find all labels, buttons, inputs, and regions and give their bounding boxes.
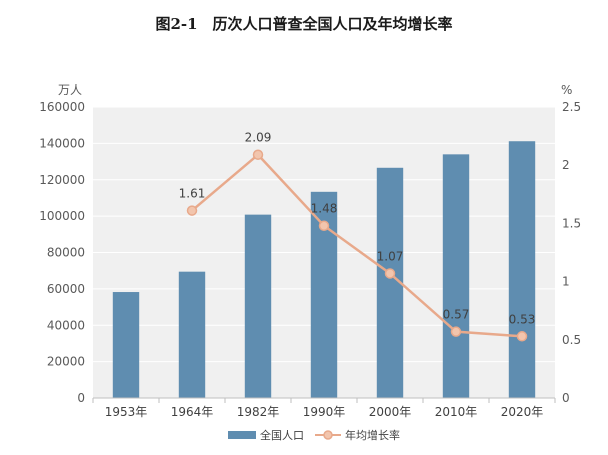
left-tick-label: 120000	[39, 173, 85, 187]
right-axis: 0 0.5 1 1.5 2 2.5	[562, 100, 581, 405]
legend-bar-swatch	[228, 431, 256, 439]
right-tick-label: 2	[562, 158, 570, 172]
line-point	[318, 220, 330, 231]
category-label: 2010年	[435, 405, 478, 419]
population-bars	[112, 141, 536, 398]
left-axis: 0 20000 40000 60000 80000 100000 120000 140000 1…	[39, 100, 85, 405]
line-point	[450, 326, 462, 337]
right-tick-label: 2.5	[562, 100, 581, 114]
left-tick-label: 60000	[47, 282, 85, 296]
bar	[112, 292, 140, 398]
category-label: 2000年	[369, 405, 412, 419]
right-tick-label: 0	[562, 391, 570, 405]
left-tick-label: 0	[77, 391, 85, 405]
line-point	[252, 149, 264, 160]
data-label: 0.53	[509, 312, 536, 326]
left-tick-label: 140000	[39, 136, 85, 150]
category-label: 1990年	[303, 405, 346, 419]
legend-label-growth: 年均增长率	[345, 428, 400, 442]
growth-rate-polyline	[191, 152, 523, 338]
data-label: 1.48	[311, 202, 338, 216]
category-label: 1982年	[237, 405, 280, 419]
category-label: 1953年	[105, 405, 148, 419]
right-tick-label: 0.5	[562, 333, 581, 347]
right-axis-unit: %	[561, 83, 572, 97]
left-tick-label: 160000	[39, 100, 85, 114]
bar	[442, 154, 470, 398]
category-label: 2020年	[501, 405, 544, 419]
left-tick-label: 100000	[39, 209, 85, 223]
right-tick-label: 1.5	[562, 216, 581, 230]
data-label: 0.57	[443, 308, 470, 322]
legend-line-marker	[323, 430, 333, 440]
left-axis-unit: 万人	[58, 83, 82, 97]
line-point	[516, 331, 528, 342]
data-label: 1.61	[179, 187, 206, 201]
line-point	[186, 205, 198, 216]
data-label: 1.07	[377, 249, 404, 263]
bar	[178, 271, 206, 398]
right-tick-label: 1	[562, 275, 570, 289]
left-tick-label: 80000	[47, 246, 85, 260]
category-label: 1964年	[171, 405, 214, 419]
data-label: 2.09	[245, 131, 272, 145]
growth-rate-line: 1.61 2.09 1.48 1.07 0.57 0.53	[179, 131, 536, 342]
legend: 全国人口 年均增长率	[228, 428, 400, 442]
line-point	[384, 268, 396, 279]
left-tick-label: 40000	[47, 318, 85, 332]
bar	[508, 141, 536, 398]
chart-title: 图2-1 历次人口普查全国人口及年均增长率	[155, 15, 452, 33]
legend-label-population: 全国人口	[260, 428, 304, 442]
bar	[244, 214, 272, 398]
left-tick-label: 20000	[47, 355, 85, 369]
x-axis: 1953年 1964年 1982年 1990年 2000年 2010年 2020年	[92, 397, 556, 419]
bar	[376, 167, 404, 398]
